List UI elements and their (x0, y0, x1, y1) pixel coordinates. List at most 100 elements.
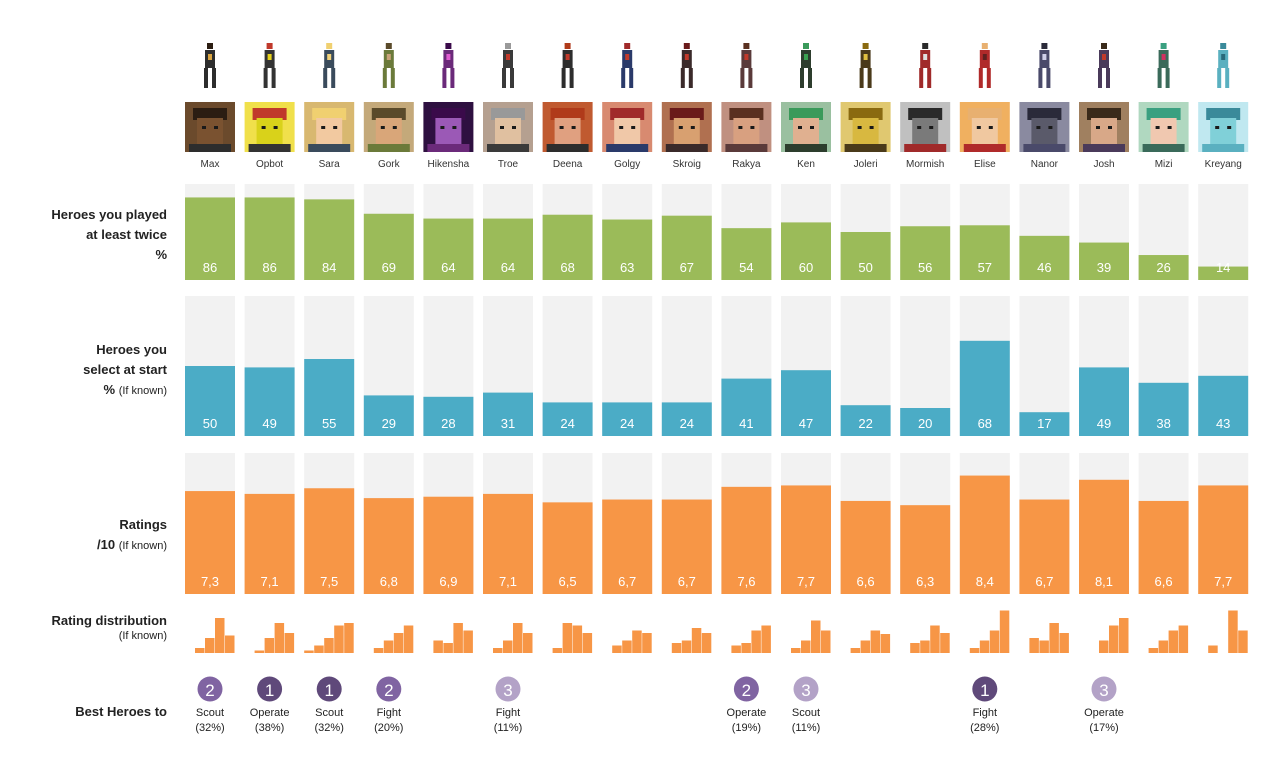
hero-sprite-head-sara (326, 43, 333, 49)
best-pct-rakya: (19%) (732, 722, 761, 734)
distribution-bar-sara-4 (334, 625, 344, 653)
hero-sprite-accent-josh (1102, 54, 1106, 60)
distribution-bar-hikensha-5 (463, 630, 473, 653)
distribution-bar-nanor-5 (1059, 633, 1069, 653)
played-bar-deena (542, 214, 593, 280)
best-role-josh: Operate (1084, 707, 1124, 719)
hero-sprite-leg-left-mizi (1157, 68, 1162, 88)
played-bar-mormish (900, 226, 951, 280)
distribution-bar-elise-4 (989, 630, 1000, 653)
hero-name-ken: Ken (797, 159, 815, 170)
hero-portrait-eye-right-gork (392, 126, 397, 129)
best-rank-rakya: 2 (742, 681, 751, 700)
best-pct-max: (32%) (195, 722, 224, 734)
distribution-bar-opbot-4 (274, 623, 285, 653)
played-bar-opbot (244, 197, 295, 280)
row-label-ratings-line2: /10 (97, 537, 116, 552)
hero-portrait-eye-left-troe (500, 126, 504, 129)
best-role-rakya: Operate (727, 707, 767, 719)
hero-sprite-accent-golgy (625, 54, 630, 60)
row-label-select-note: (If known) (118, 385, 167, 397)
distribution-bar-hikensha-3 (443, 643, 453, 653)
hero-sprite-leg-left-joleri (859, 68, 864, 88)
select-bar-mizi (1138, 382, 1189, 436)
hero-sprite-leg-right-troe (510, 68, 514, 88)
hero-sprite-head-skroig (683, 43, 690, 49)
select-value-gork: 29 (382, 416, 396, 431)
select-bar-rakya (721, 378, 772, 436)
distribution-bar-ken-3 (801, 640, 811, 653)
distribution-bar-gork-2 (373, 648, 384, 653)
hero-sprite-accent-deena (565, 54, 570, 60)
hero-sprite-head-kreyang (1220, 43, 1227, 49)
hero-portrait-shoulders-deena (546, 144, 589, 152)
select-bar-joleri (840, 405, 891, 436)
hero-portrait-eye-left-deena (559, 126, 564, 129)
row-label-distribution: Rating distribution (If known) (51, 612, 167, 642)
select-bar-ken (781, 370, 831, 436)
hero-sprite-leg-left-kreyang (1217, 68, 1222, 88)
hero-portrait-face-opbot (256, 118, 283, 144)
hero-portrait-hair-mormish (908, 108, 943, 120)
distribution-bar-joleri-5 (880, 634, 891, 653)
distribution-bar-golgy-5 (642, 633, 652, 653)
distribution-bar-rakya-5 (761, 625, 771, 653)
ratings-value-hikensha: 6,9 (439, 574, 457, 589)
ratings-value-kreyang: 7,7 (1214, 574, 1232, 589)
select-value-hikensha: 28 (441, 416, 455, 431)
hero-sprite-accent-ken (804, 54, 808, 60)
hero-sprite-accent-hikensha (446, 54, 451, 60)
hero-sprite-head-max (207, 43, 213, 49)
row-label-best: Best Heroes to (75, 702, 167, 722)
distribution-bar-rakya-3 (741, 643, 751, 653)
distribution-bar-josh-4 (1109, 625, 1119, 653)
hero-sprite-head-elise (981, 43, 988, 49)
hero-portrait-hair-max (193, 108, 227, 120)
played-value-troe: 64 (501, 260, 515, 275)
select-bar-max (185, 366, 235, 436)
hero-portrait-face-joleri (852, 118, 879, 144)
best-pct-sara: (32%) (315, 722, 344, 734)
hero-portrait-shoulders-josh (1083, 144, 1125, 152)
ratings-value-joleri: 6,6 (857, 574, 875, 589)
hero-portrait-hair-elise (967, 108, 1002, 120)
best-pct-elise: (28%) (970, 722, 999, 734)
hero-name-rakya: Rakya (732, 159, 761, 170)
distribution-bar-deena-4 (572, 625, 583, 653)
distribution-bar-mormish-3 (920, 640, 930, 653)
select-value-joleri: 22 (858, 416, 872, 431)
hero-name-skroig: Skroig (673, 159, 701, 170)
select-value-kreyang: 43 (1216, 416, 1230, 431)
hero-portrait-eye-left-kreyang (1215, 126, 1220, 129)
hero-name-max: Max (201, 159, 220, 170)
row-label-played-line2: at least twice (86, 227, 167, 242)
hero-portrait-hair-ken (789, 108, 823, 120)
distribution-bar-nanor-4 (1049, 623, 1059, 653)
select-bar-sara (304, 359, 355, 436)
select-bar-gork (363, 395, 414, 436)
best-badge-ken (793, 676, 819, 702)
distribution-bar-ken-2 (791, 648, 801, 653)
hero-portrait-face-sara (316, 118, 343, 144)
hero-portrait-shoulders-elise (963, 144, 1006, 152)
hero-portrait-eye-right-skroig (690, 126, 695, 129)
select-value-nanor: 17 (1037, 416, 1051, 431)
best-rank-sara: 1 (324, 681, 333, 700)
hero-sprite-leg-left-nanor (1038, 68, 1043, 88)
best-rank-ken: 3 (801, 681, 810, 700)
hero-sprite-leg-left-opbot (263, 68, 268, 88)
hero-sprite-leg-left-gork (382, 68, 387, 88)
best-role-ken: Scout (792, 707, 820, 719)
ratings-value-deena: 6,5 (559, 574, 577, 589)
ratings-bar-opbot (244, 493, 295, 594)
hero-sprite-leg-right-rakya (748, 68, 753, 88)
distribution-bar-kreyang-4 (1228, 610, 1238, 653)
distribution-bar-mizi-4 (1168, 630, 1179, 653)
row-label-distribution-note: (If known) (118, 630, 167, 642)
hero-name-mormish: Mormish (906, 159, 944, 170)
hero-sprite-head-nanor (1041, 43, 1048, 49)
hero-sprite-leg-right-ken (808, 68, 812, 88)
hero-sprite-accent-mizi (1161, 54, 1166, 60)
best-role-opbot: Operate (250, 707, 290, 719)
best-role-troe: Fight (496, 707, 520, 719)
